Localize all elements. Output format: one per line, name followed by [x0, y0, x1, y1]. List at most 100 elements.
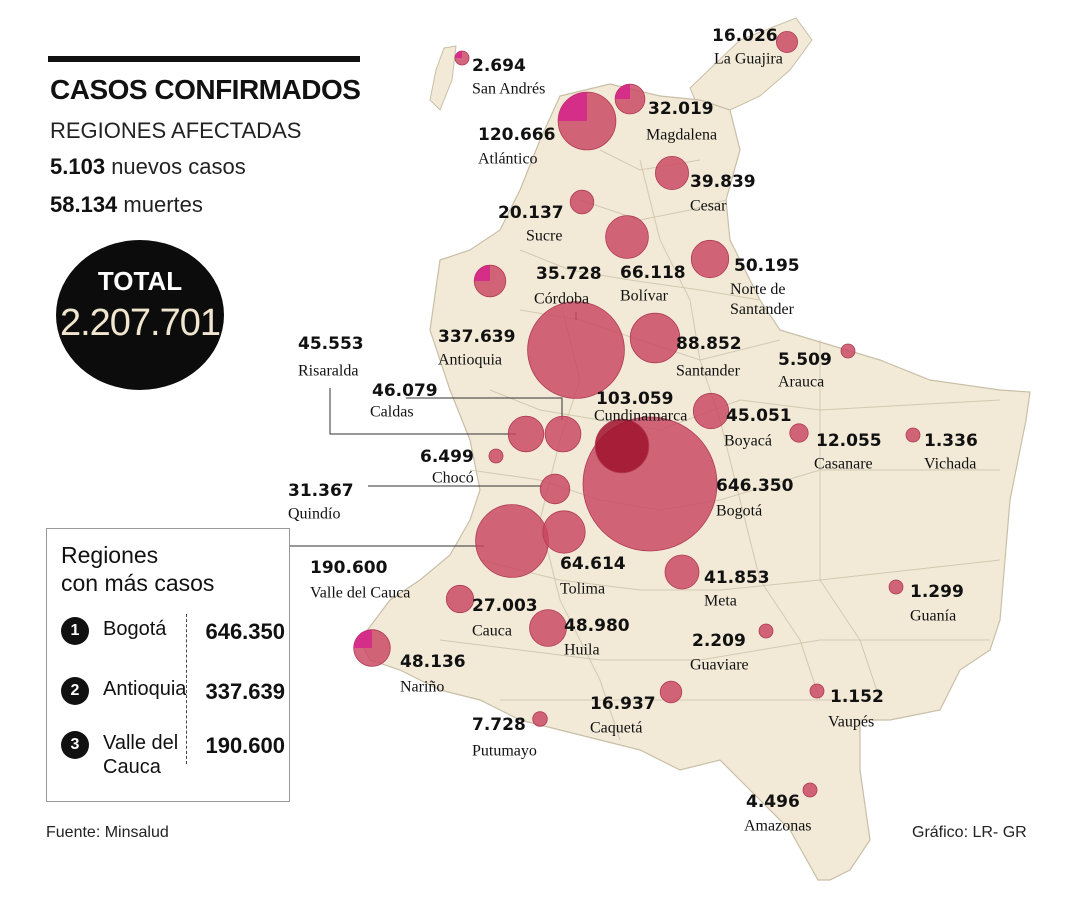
value-label-risaralda: 45.553: [298, 334, 364, 354]
bubble-highlight: [615, 84, 630, 99]
bubble-valle-del-cauca: [475, 504, 549, 578]
total-badge: TOTAL 2.207.701: [56, 240, 224, 390]
name-label-vaup-s: Vaupés: [828, 714, 874, 731]
value-label-arauca: 5.509: [778, 350, 832, 370]
value-label-sucre: 20.137: [498, 203, 564, 223]
deaths-line: 58.134 muertes: [50, 192, 203, 218]
name-label-atl-ntico: Atlántico: [478, 151, 538, 168]
name-label-casanare: Casanare: [814, 456, 873, 473]
bubble-boyac-: [692, 392, 730, 430]
value-label-huila: 48.980: [564, 616, 630, 636]
value-label-vaup-s: 1.152: [830, 687, 884, 707]
name-label-cauca: Cauca: [472, 623, 512, 640]
rank-name: Bogotá: [103, 618, 167, 640]
bubble-arauca: [840, 343, 856, 359]
bubble-norte-de-santander: [690, 239, 730, 279]
rank-name: Valle del Cauca: [103, 732, 179, 778]
ranking-row-1: 1 Bogotá 646.350: [61, 613, 287, 649]
name-label-guaviare: Guaviare: [690, 657, 749, 674]
name-label-norte-de-santander: Norte de Santander: [730, 281, 795, 318]
bubble-cundinamarca: [594, 418, 650, 474]
rank-number: 1: [61, 617, 89, 645]
bubble-vichada: [905, 427, 921, 443]
rank-value: 337.639: [205, 679, 285, 704]
name-label-vichada: Vichada: [924, 456, 976, 473]
value-label-guaviare: 2.209: [692, 631, 746, 651]
name-label-boyac-: Boyacá: [724, 433, 772, 450]
value-label-putumayo: 7.728: [472, 715, 526, 735]
bubble-vaup-s: [809, 683, 825, 699]
value-label-c-rdoba: 35.728: [536, 264, 602, 284]
value-label-quind-o: 31.367: [288, 481, 354, 501]
rank-value: 646.350: [205, 619, 285, 644]
ranking-divider: [186, 614, 187, 764]
value-label-bol-var: 66.118: [620, 263, 686, 283]
bubble-caldas: [544, 415, 582, 453]
bubble-highlight: [455, 51, 462, 58]
value-label-la-guajira: 16.026: [712, 26, 778, 46]
value-label-san-andr-s: 2.694: [472, 56, 526, 76]
leader-line: [406, 397, 563, 420]
value-label-guan-a: 1.299: [910, 582, 964, 602]
value-label-vichada: 1.336: [924, 431, 978, 451]
name-label-putumayo: Putumayo: [472, 743, 537, 760]
name-label-magdalena: Magdalena: [646, 127, 717, 144]
leader-line: [329, 388, 516, 435]
name-label-cesar: Cesar: [690, 198, 727, 215]
value-label-valle-del-cauca: 190.600: [310, 558, 388, 578]
bubble-highlight: [558, 92, 587, 121]
value-label-antioquia: 337.639: [438, 327, 515, 347]
new-cases-line: 5.103 nuevos casos: [50, 154, 246, 180]
name-label-bogot-: Bogotá: [716, 503, 762, 520]
bubble-highlight: [474, 265, 490, 281]
bubble-cauca: [445, 584, 475, 614]
name-label-huila: Huila: [564, 642, 600, 659]
name-label-santander: Santander: [676, 363, 741, 380]
name-label-tolima: Tolima: [560, 581, 605, 598]
bubble-la-guajira: [776, 30, 799, 54]
name-label-cundinamarca: Cundinamarca: [594, 408, 687, 425]
bubble-guaviare: [758, 623, 774, 639]
rank-number: 3: [61, 731, 89, 759]
value-label-boyac-: 45.051: [726, 406, 792, 426]
bubble-antioquia: [527, 301, 625, 399]
bubble-highlight: [353, 629, 372, 648]
ranking-title-line2: con más casos: [61, 570, 215, 596]
ranking-title-line1: Regiones: [61, 542, 159, 568]
value-label-norte-de-santander: 50.195: [734, 256, 800, 276]
total-value: 2.207.701: [59, 302, 221, 344]
value-label-atl-ntico: 120.666: [478, 125, 555, 145]
ranking-row-2: 2 Antioquia 337.639: [61, 673, 287, 709]
bubble-caquet-: [659, 680, 683, 704]
value-label-casanare: 12.055: [816, 431, 882, 451]
rank-name: Antioquia: [103, 678, 187, 700]
bubble-casanare: [789, 423, 809, 443]
bubble-putumayo: [532, 711, 548, 727]
page-subtitle: REGIONES AFECTADAS: [50, 118, 302, 143]
name-label-choc-: Chocó: [432, 470, 474, 487]
name-label-guan-a: Guanía: [910, 608, 956, 625]
value-label-cesar: 39.839: [690, 172, 756, 192]
value-label-tolima: 64.614: [560, 554, 626, 574]
name-label-caquet-: Caquetá: [590, 720, 642, 737]
region-labels: 646.350 Bogotá 337.639 Antioquia 190.600 Vall…: [288, 26, 978, 835]
bubble-sucre: [569, 189, 595, 215]
name-label-risaralda: Risaralda: [298, 363, 358, 380]
bubble-guan-a: [888, 579, 904, 595]
value-label-meta: 41.853: [704, 568, 770, 588]
name-label-meta: Meta: [704, 593, 737, 610]
bubble-santander: [629, 312, 681, 364]
bubble-amazonas: [802, 782, 818, 798]
value-label-cauca: 27.003: [472, 596, 538, 616]
rank-number: 2: [61, 677, 89, 705]
deaths-label: muertes: [123, 192, 203, 217]
bubble-huila: [529, 609, 567, 647]
bubble-bol-var: [605, 215, 649, 259]
value-label-caquet-: 16.937: [590, 694, 656, 714]
ranking-row-3: 3 Valle del Cauca 190.600: [61, 727, 287, 783]
rank-value: 190.600: [205, 733, 285, 758]
value-label-nari-o: 48.136: [400, 652, 466, 672]
bubble-quind-o: [539, 473, 571, 505]
bubble-choc-: [488, 448, 504, 464]
